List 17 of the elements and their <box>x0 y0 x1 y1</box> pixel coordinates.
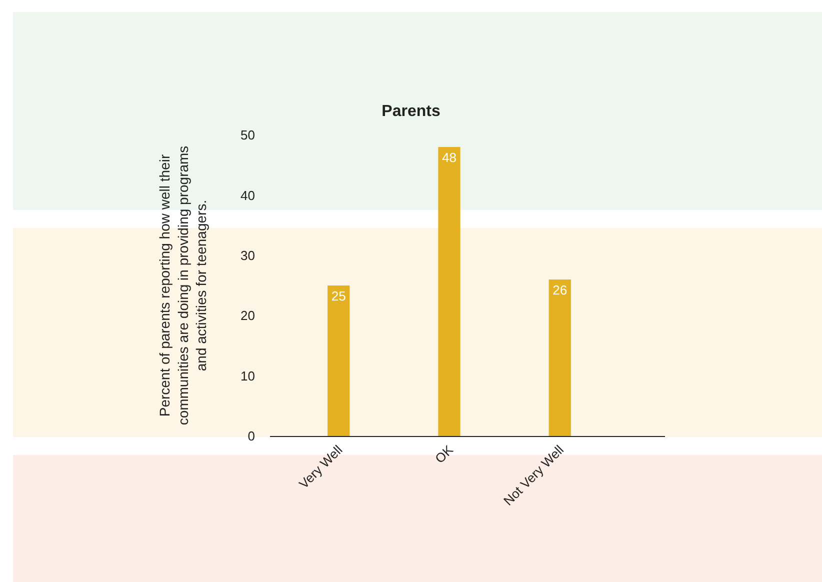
data-label: 26 <box>552 282 568 298</box>
y-tick-label: 50 <box>240 128 255 143</box>
chart-title: Parents <box>382 103 440 120</box>
data-label: 25 <box>331 288 346 304</box>
bar <box>438 147 460 436</box>
y-axis-title: Percent of parents reporting how well their communities are doing in providing programs and activities for teenagers. <box>156 146 210 426</box>
y-tick-label: 40 <box>240 188 255 203</box>
y-tick-label: 20 <box>240 308 255 324</box>
x-tick-label: Not Very Well <box>500 442 567 508</box>
y-tick-label: 30 <box>240 248 255 263</box>
x-tick-label: Very Well <box>296 442 346 492</box>
y-tick-label: 10 <box>240 368 255 384</box>
bar <box>328 286 350 436</box>
y-tick-label: 0 <box>248 428 255 444</box>
data-label: 48 <box>442 150 456 166</box>
bar <box>548 279 571 436</box>
x-tick-label: OK <box>432 442 456 466</box>
